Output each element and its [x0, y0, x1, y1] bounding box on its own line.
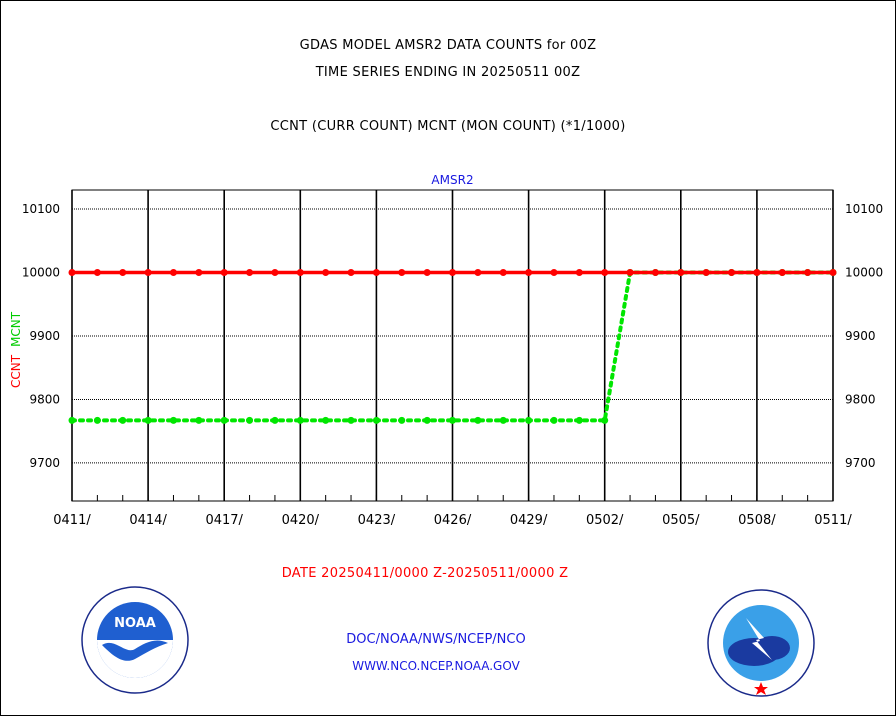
data-point-ccnt	[347, 269, 355, 277]
x-tick-label: 0423/	[358, 513, 396, 528]
data-point-ccnt	[220, 269, 228, 277]
chart-subtitle: CCNT (CURR COUNT) MCNT (MON COUNT) (*1/1…	[270, 119, 626, 134]
data-point-ccnt	[449, 269, 456, 277]
org-path-label: DOC/NOAA/NWS/NCEP/NCO	[346, 632, 526, 647]
x-tick-label: 0429/	[510, 513, 548, 528]
x-tick-label: 0508/	[738, 513, 776, 528]
data-point-ccnt	[525, 269, 533, 277]
data-point-mcnt	[169, 416, 177, 424]
data-point-ccnt	[550, 269, 558, 277]
data-point-ccnt	[119, 269, 127, 277]
data-point-ccnt	[829, 269, 837, 277]
series-ccnt	[68, 269, 837, 277]
data-point-ccnt	[246, 269, 254, 277]
data-point-mcnt	[423, 416, 431, 424]
x-tick-label: 0414/	[129, 513, 167, 528]
data-point-ccnt	[702, 269, 710, 277]
chart-title-line-1: GDAS MODEL AMSR2 DATA COUNTS for 00Z	[299, 38, 597, 53]
data-point-ccnt	[68, 269, 76, 277]
data-point-mcnt	[550, 416, 558, 424]
noaa-logo-text: NOAA	[114, 616, 156, 631]
date-range-label: DATE 20250411/0000 Z-20250511/0000 Z	[281, 566, 569, 581]
data-point-mcnt	[246, 416, 254, 424]
data-point-mcnt	[474, 416, 482, 424]
data-point-ccnt	[423, 269, 431, 277]
data-point-mcnt	[195, 416, 203, 424]
data-point-mcnt	[372, 416, 380, 424]
y-tick-label-right: 10100	[845, 202, 883, 216]
chart-title-line-2: TIME SERIES ENDING IN 20250511 00Z	[315, 65, 581, 80]
data-point-mcnt	[347, 416, 355, 424]
y-tick-label-right: 9900	[845, 329, 876, 343]
y-tick-label-left: 9900	[29, 329, 60, 343]
y-tick-label-left: 9800	[29, 392, 60, 406]
y-tick-label-left: 10100	[22, 202, 60, 216]
data-point-ccnt	[93, 269, 101, 277]
data-point-ccnt	[651, 269, 659, 277]
data-point-ccnt	[778, 269, 786, 277]
y-tick-label-right: 9700	[845, 456, 876, 470]
data-point-mcnt	[575, 416, 583, 424]
website-label: WWW.NCO.NCEP.NOAA.GOV	[352, 659, 520, 673]
data-point-mcnt	[93, 416, 101, 424]
data-point-mcnt	[525, 416, 533, 424]
data-point-ccnt	[271, 269, 279, 277]
data-point-ccnt	[728, 269, 736, 277]
data-point-ccnt	[804, 269, 812, 277]
data-point-ccnt	[474, 269, 482, 277]
data-point-ccnt	[753, 269, 761, 277]
noaa-logo: NOAA	[81, 586, 189, 694]
x-tick-label: 0420/	[282, 513, 320, 528]
data-point-mcnt	[220, 416, 228, 424]
x-tick-label: 0417/	[205, 513, 243, 528]
y-tick-label-left: 10000	[22, 266, 60, 280]
data-point-mcnt	[322, 416, 330, 424]
y-axis-label-mcnt: MCNT	[9, 311, 23, 347]
data-point-ccnt	[372, 269, 380, 277]
data-point-ccnt	[677, 269, 685, 277]
nws-logo	[707, 589, 815, 697]
data-point-mcnt	[499, 416, 507, 424]
data-point-ccnt	[322, 269, 330, 277]
data-point-ccnt	[398, 269, 406, 277]
chart-title: AMSR2	[431, 173, 473, 187]
y-axis-label-ccnt: CCNT	[9, 354, 23, 388]
y-axis-label: CCNT MCNT	[9, 311, 23, 388]
data-point-ccnt	[144, 269, 152, 277]
data-point-ccnt	[499, 269, 507, 277]
data-point-ccnt	[195, 269, 203, 277]
data-point-mcnt	[601, 416, 609, 424]
data-point-mcnt	[68, 416, 76, 424]
x-tick-label: 0411/	[53, 513, 91, 528]
data-point-mcnt	[144, 416, 152, 424]
data-point-ccnt	[169, 269, 177, 277]
data-point-mcnt	[449, 416, 456, 424]
y-tick-label-right: 9800	[845, 392, 876, 406]
x-tick-label: 0426/	[434, 513, 472, 528]
data-point-ccnt	[575, 269, 583, 277]
data-point-mcnt	[271, 416, 279, 424]
data-point-ccnt	[601, 269, 609, 277]
data-point-mcnt	[296, 416, 304, 424]
data-point-ccnt	[626, 269, 634, 277]
x-tick-label: 0505/	[662, 513, 700, 528]
data-point-mcnt	[119, 416, 127, 424]
x-tick-label: 0502/	[586, 513, 624, 528]
y-tick-label-left: 9700	[29, 456, 60, 470]
data-point-ccnt	[296, 269, 304, 277]
data-point-mcnt	[398, 416, 406, 424]
y-tick-label-right: 10000	[845, 266, 883, 280]
x-tick-label: 0511/	[814, 513, 852, 528]
